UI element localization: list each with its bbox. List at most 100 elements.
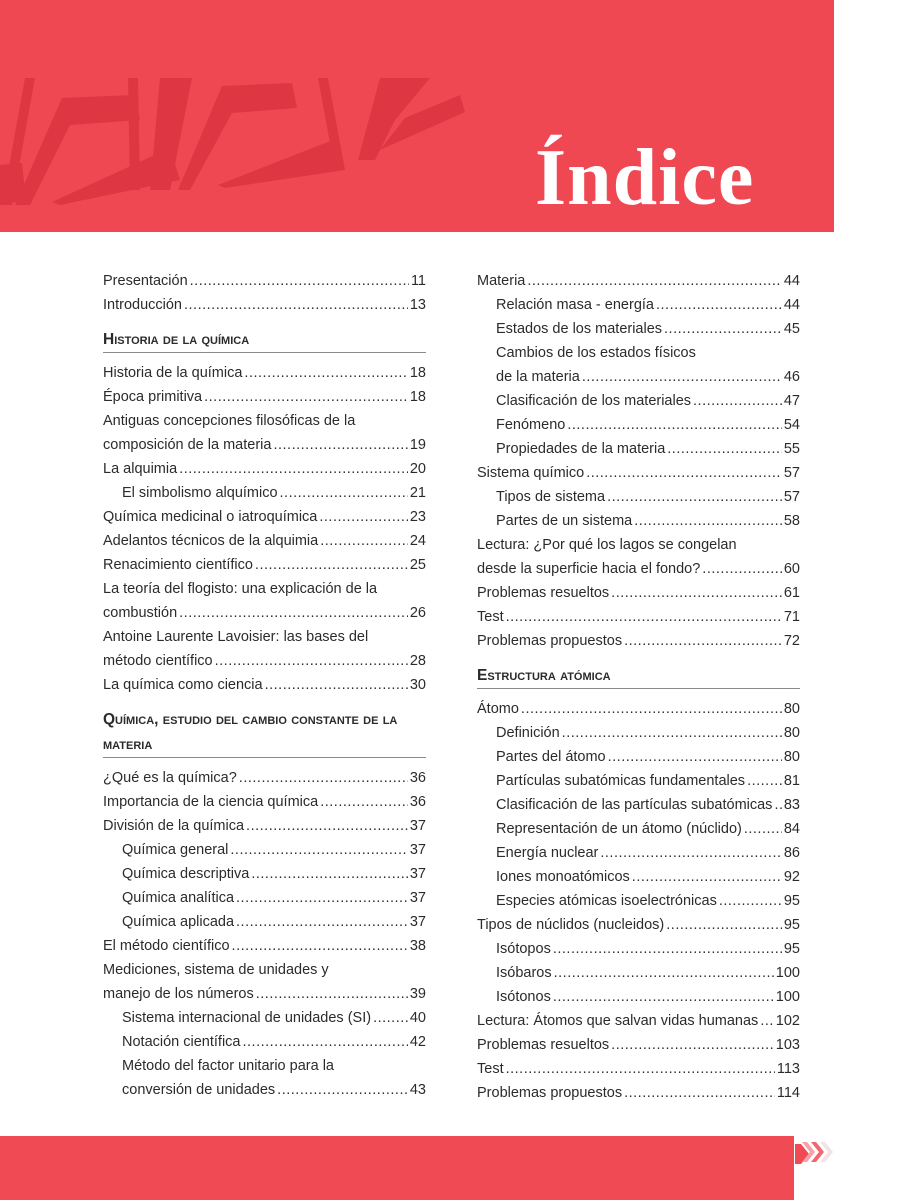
toc-entry[interactable]: Partículas subatómicas fundamentales 81 [477, 769, 800, 793]
toc-page-number: 43 [409, 1082, 426, 1098]
dot-leader [506, 605, 782, 629]
toc-entry[interactable]: La química como ciencia 30 [103, 673, 426, 697]
toc-entry[interactable]: Clasificación de las partículas subatómi… [477, 793, 800, 817]
toc-entry-title: Partes de un sistema [496, 513, 633, 529]
toc-entry-title: Problemas resueltos [477, 585, 610, 601]
toc-entry-title: Época primitiva [103, 389, 203, 405]
toc-entry[interactable]: ¿Qué es la química? 36 [103, 766, 426, 790]
toc-entry[interactable]: Introducción 13 [103, 293, 426, 317]
toc-entry-title: Lectura: Átomos que salvan vidas humanas [477, 1013, 759, 1029]
toc-page-number: 37 [409, 818, 426, 834]
toc-entry[interactable]: Renacimiento científico 25 [103, 553, 426, 577]
toc-page-number: 37 [409, 914, 426, 930]
toc-entry[interactable]: Problemas resueltos 61 [477, 581, 800, 605]
toc-entry[interactable]: Problemas propuestos 72 [477, 629, 800, 653]
toc-entry-title: Propiedades de la materia [496, 441, 666, 457]
toc-page-number: 80 [783, 749, 800, 765]
toc-entry[interactable]: Átomo 80 [477, 697, 800, 721]
toc-page-number: 80 [783, 701, 800, 717]
toc-page-number: 39 [409, 986, 426, 1002]
toc-entry[interactable]: Energía nuclear 86 [477, 841, 800, 865]
toc-entry[interactable]: Sistema químico 57 [477, 461, 800, 485]
toc-entry-title: El simbolismo alquímico [122, 485, 278, 501]
toc-entry[interactable]: Iones monoatómicos 92 [477, 865, 800, 889]
toc-entry[interactable]: Química medicinal o iatroquímica 23 [103, 505, 426, 529]
toc-entry[interactable]: Test 71 [477, 605, 800, 629]
toc-entry-title: Sistema internacional de unidades (SI) [122, 1010, 372, 1026]
toc-page-number: 55 [783, 441, 800, 457]
toc-entry[interactable]: Sistema internacional de unidades (SI) 40 [103, 1006, 426, 1030]
dot-leader [521, 697, 782, 721]
toc-page-number: 114 [776, 1085, 800, 1101]
toc-entry-title: Isótopos [496, 941, 551, 957]
toc-entry[interactable]: Estados de los materiales 45 [477, 317, 800, 341]
toc-entry-title: Historia de la química [103, 365, 243, 381]
toc-entry[interactable]: Isóbaros 100 [477, 961, 800, 985]
toc-entry[interactable]: de la materia 46 [477, 365, 800, 389]
toc-entry[interactable]: conversión de unidades 43 [103, 1078, 426, 1102]
toc-entry[interactable]: La alquimia 20 [103, 457, 426, 481]
toc-entry[interactable]: División de la química 37 [103, 814, 426, 838]
footer-bar [0, 1136, 794, 1200]
toc-entry-title: Renacimiento científico [103, 557, 253, 573]
toc-entry[interactable]: Química aplicada 37 [103, 910, 426, 934]
toc-page-number: 72 [783, 633, 800, 649]
toc-entry-title: Átomo [477, 701, 519, 717]
toc-entry[interactable]: Definición 80 [477, 721, 800, 745]
toc-entry[interactable]: Tipos de núclidos (nucleidos) 95 [477, 913, 800, 937]
toc-entry[interactable]: Química general 37 [103, 838, 426, 862]
toc-entry-title: Definición [496, 725, 560, 741]
toc-entry[interactable]: Importancia de la ciencia química 36 [103, 790, 426, 814]
toc-entry[interactable]: composición de la materia 19 [103, 433, 426, 457]
dot-leader [320, 529, 408, 553]
toc-entry[interactable]: Notación científica 42 [103, 1030, 426, 1054]
dot-leader [666, 913, 782, 937]
toc-entry[interactable]: El método científico 38 [103, 934, 426, 958]
dot-leader [607, 485, 782, 509]
toc-entry[interactable]: Problemas resueltos 103 [477, 1033, 800, 1057]
toc-entry[interactable]: Isótopos 95 [477, 937, 800, 961]
toc-entry[interactable]: Tipos de sistema 57 [477, 485, 800, 509]
toc-entry[interactable]: Clasificación de los materiales 47 [477, 389, 800, 413]
toc-entry[interactable]: manejo de los números 39 [103, 982, 426, 1006]
dot-leader [242, 1030, 407, 1054]
toc-entry[interactable]: desde la superficie hacia el fondo? 60 [477, 557, 800, 581]
toc-entry[interactable]: Propiedades de la materia 55 [477, 437, 800, 461]
toc-entry[interactable]: Lectura: Átomos que salvan vidas humanas… [477, 1009, 800, 1033]
toc-entry[interactable]: Presentación 11 [103, 269, 426, 293]
toc-page-number: 23 [409, 509, 426, 525]
toc-page-number: 92 [783, 869, 800, 885]
dot-leader [760, 1009, 773, 1033]
toc-entry[interactable]: Representación de un átomo (núclido) 84 [477, 817, 800, 841]
toc-entry[interactable]: Época primitiva 18 [103, 385, 426, 409]
toc-entry[interactable]: combustión 26 [103, 601, 426, 625]
toc-entry[interactable]: Adelantos técnicos de la alquimia 24 [103, 529, 426, 553]
toc-entry-title-line: Antoine Laurente Lavoisier: las bases de… [103, 629, 369, 645]
toc-page-number: 84 [783, 821, 800, 837]
toc-entry-title: Fenómeno [496, 417, 566, 433]
toc-entry[interactable]: Isótonos 100 [477, 985, 800, 1009]
toc-entry[interactable]: Relación masa - energía 44 [477, 293, 800, 317]
toc-entry[interactable]: Química descriptiva 37 [103, 862, 426, 886]
toc-entry[interactable]: Partes del átomo 80 [477, 745, 800, 769]
toc-entry[interactable]: método científico 28 [103, 649, 426, 673]
dot-leader [280, 481, 408, 505]
toc-entry[interactable]: El simbolismo alquímico 21 [103, 481, 426, 505]
toc-entry[interactable]: Especies atómicas isoelectrónicas 95 [477, 889, 800, 913]
toc-entry[interactable]: Test 113 [477, 1057, 800, 1081]
toc-entry-title-line: Método del factor unitario para la [122, 1058, 334, 1074]
toc-entry-title: manejo de los números [103, 986, 254, 1002]
toc-entry[interactable]: Historia de la química 18 [103, 361, 426, 385]
toc-entry[interactable]: Partes de un sistema 58 [477, 509, 800, 533]
toc-column-right: Materia 44 Relación masa - energía 44 Estado… [477, 269, 800, 1105]
toc-entry-title: Adelantos técnicos de la alquimia [103, 533, 319, 549]
toc-entry-title: combustión [103, 605, 178, 621]
dot-leader [251, 862, 408, 886]
toc-entry[interactable]: Problemas propuestos 114 [477, 1081, 800, 1105]
toc-page-number: 80 [783, 725, 800, 741]
dot-leader [184, 293, 408, 317]
toc-entry-title: Tipos de sistema [496, 489, 606, 505]
toc-entry[interactable]: Química analítica 37 [103, 886, 426, 910]
toc-entry[interactable]: Materia 44 [477, 269, 800, 293]
toc-entry[interactable]: Fenómeno 54 [477, 413, 800, 437]
